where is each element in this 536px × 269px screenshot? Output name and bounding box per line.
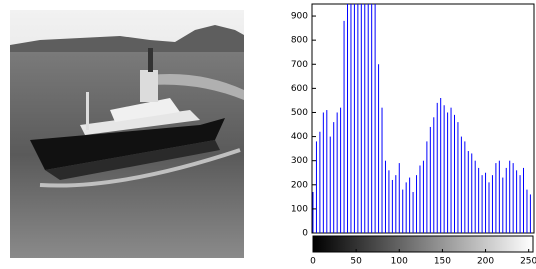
y-tick-label: 400 bbox=[291, 132, 308, 142]
y-tick-label: 500 bbox=[291, 108, 308, 118]
y-tick-label: 900 bbox=[291, 12, 308, 22]
y-tick-label: 600 bbox=[291, 84, 308, 94]
x-tick-label: 250 bbox=[520, 257, 536, 267]
x-tick-label: 50 bbox=[350, 257, 362, 267]
y-tick-label: 700 bbox=[291, 60, 308, 70]
x-tick-label: 0 bbox=[310, 257, 316, 267]
y-tick-label: 800 bbox=[291, 36, 308, 46]
colorbar bbox=[313, 236, 533, 252]
y-tick-label: 300 bbox=[291, 156, 308, 166]
y-tick-label: 0 bbox=[302, 229, 308, 239]
y-tick-label: 100 bbox=[291, 204, 308, 214]
screenshot: 0 100 200 300 400 500 600 700 800 900 0 50 100 150 200… bbox=[0, 0, 536, 269]
x-tick-label: 100 bbox=[391, 257, 408, 267]
x-tick-label: 200 bbox=[477, 257, 494, 267]
x-tick-label: 150 bbox=[434, 257, 451, 267]
y-tick-label: 200 bbox=[291, 180, 308, 190]
ship-photo bbox=[10, 10, 244, 258]
